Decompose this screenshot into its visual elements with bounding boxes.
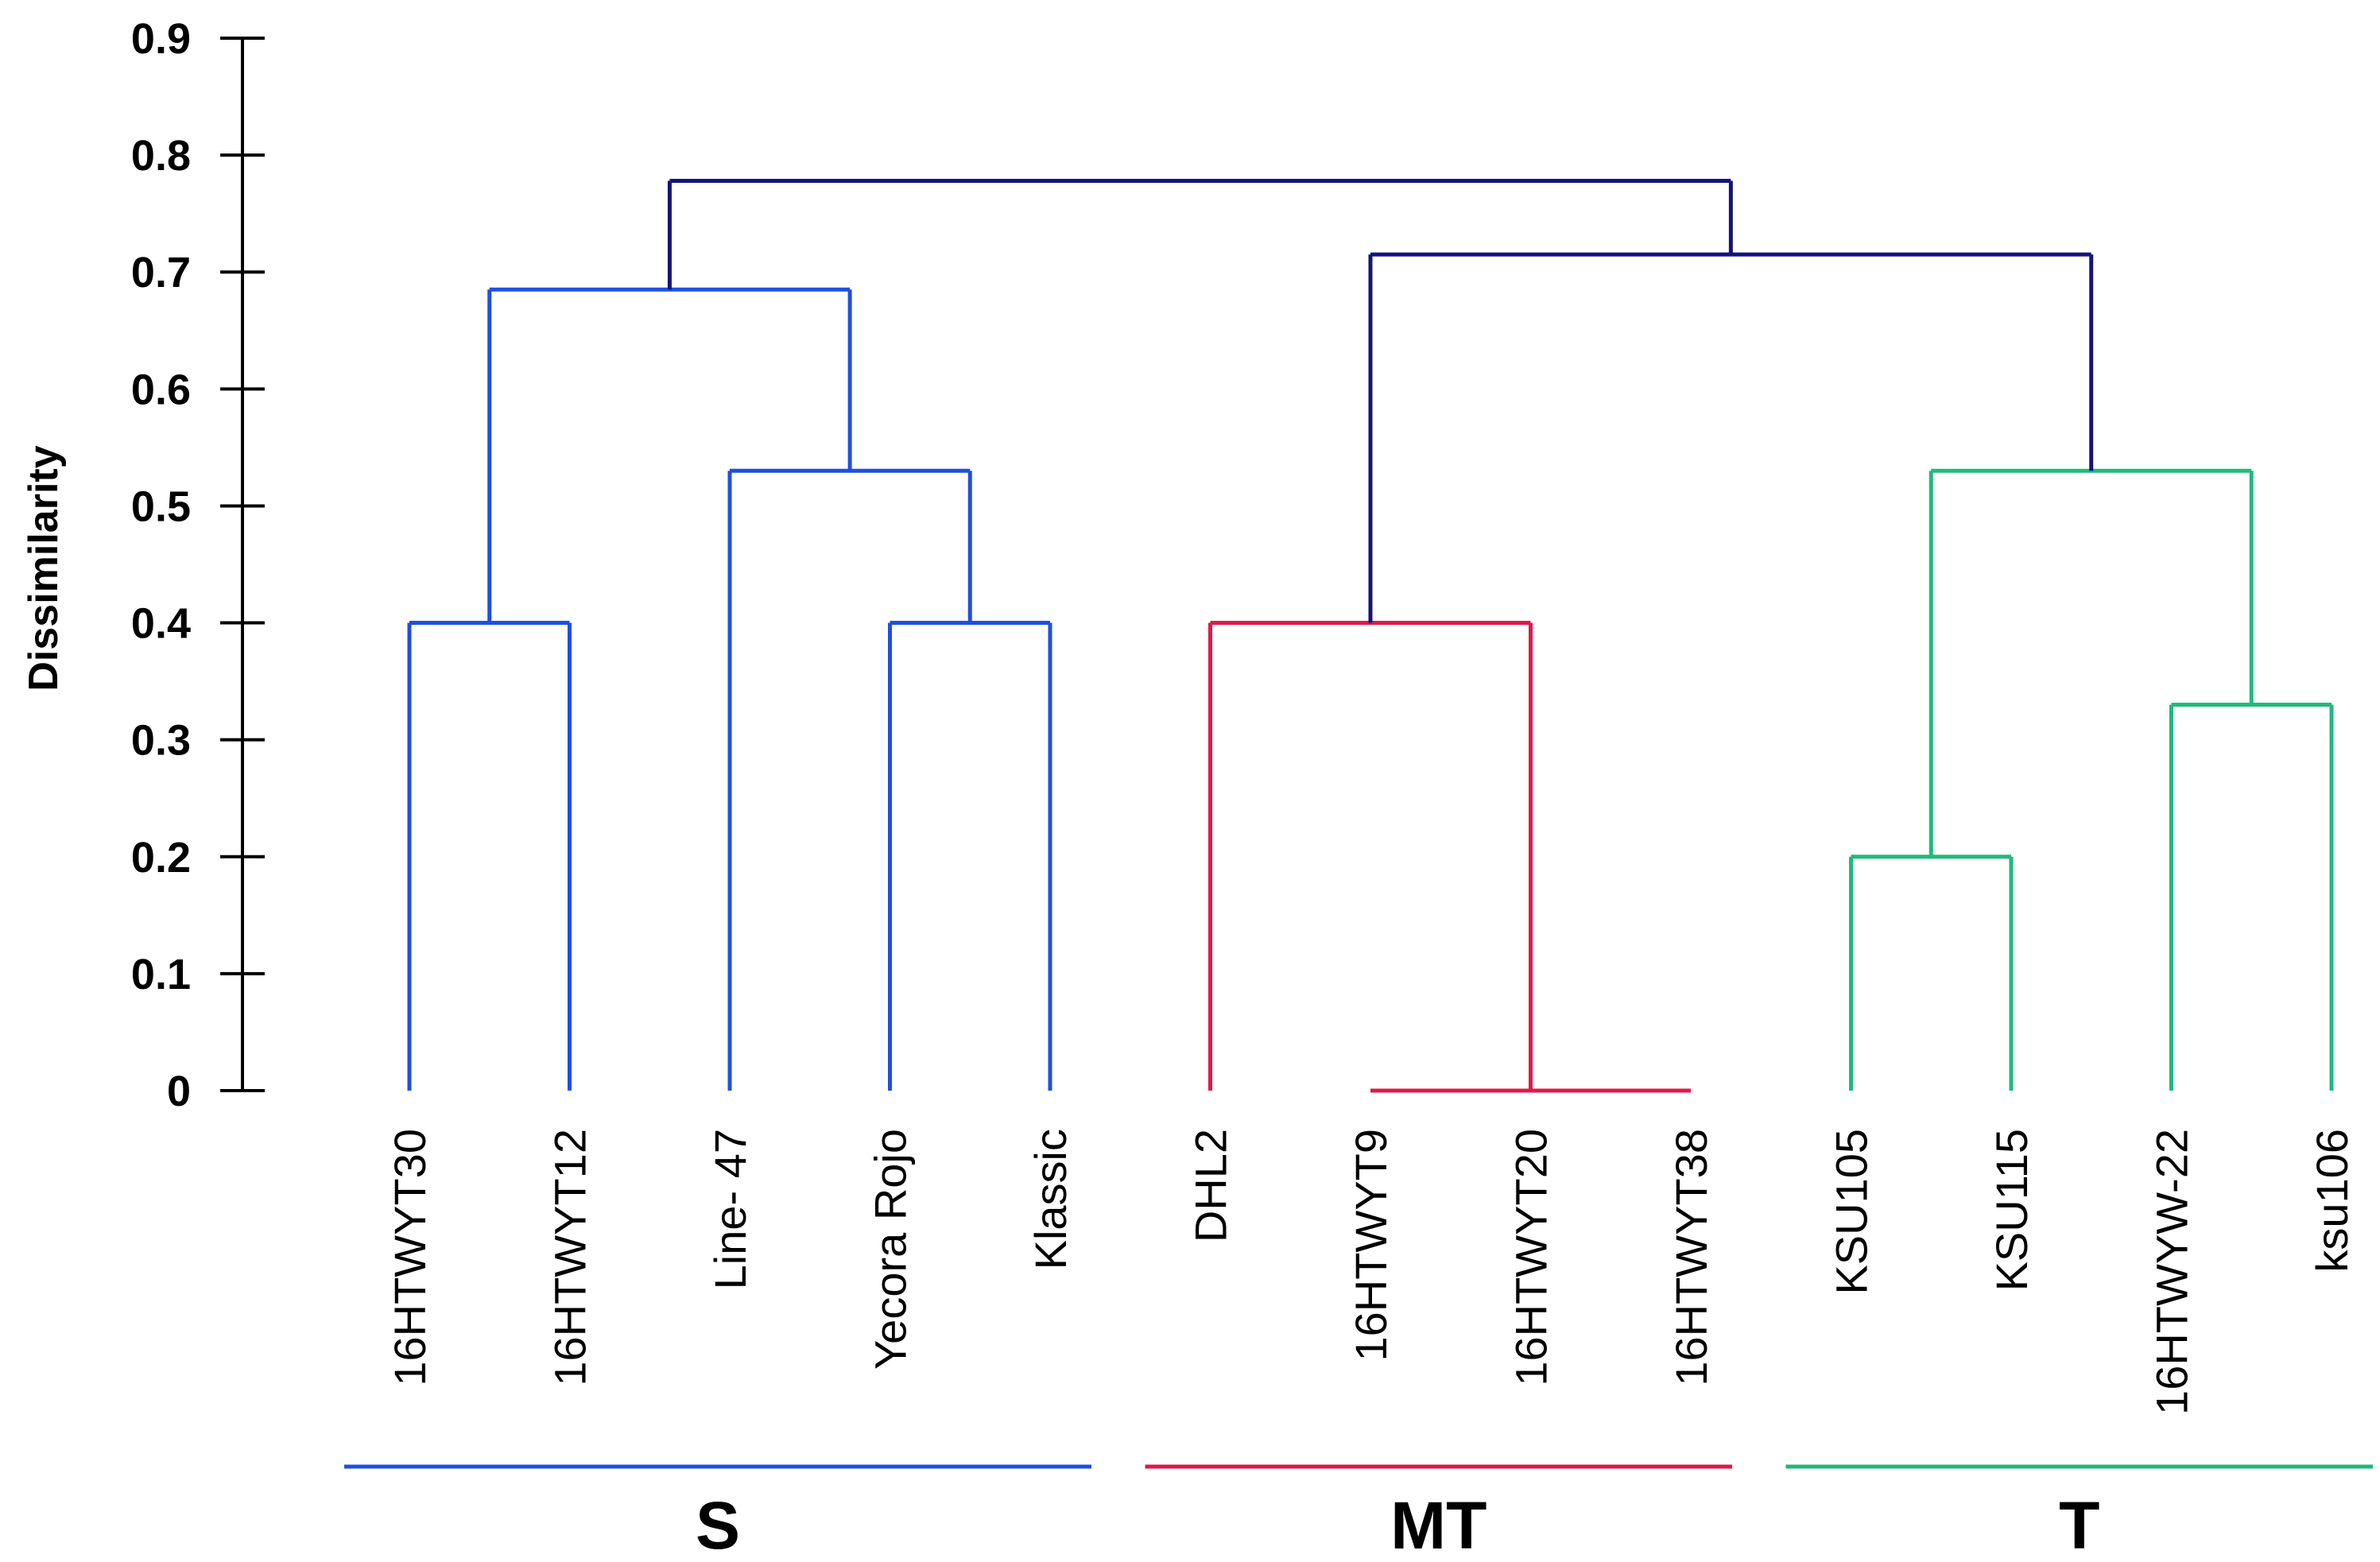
y-axis: 0 0.1 0.2 0.3 0.4 0.5 0.6 0.7 0.8 0.9 <box>131 15 265 1115</box>
leaf-label-klassic: Klassic <box>1025 1129 1076 1269</box>
dendrogram-links <box>407 178 2334 1093</box>
y-axis-title: Dissimilarity <box>21 445 67 691</box>
y-tick-label: 0.6 <box>131 366 191 413</box>
leaf-label-16htwyt9: 16HTWYT9 <box>1346 1129 1396 1362</box>
group-s: S <box>344 1464 1091 1562</box>
y-tick-label: 0 <box>167 1068 191 1115</box>
group-bars: S MT T <box>344 1464 2373 1562</box>
group-mt: MT <box>1145 1464 1732 1562</box>
link-mtt <box>1368 252 2094 623</box>
group-label-t: T <box>2059 1488 2099 1562</box>
leaf-label-16htwyt20: 16HTWYT20 <box>1506 1129 1556 1386</box>
link-s2 <box>888 621 1052 1091</box>
leaf-label-16htwyt12: 16HTWYT12 <box>545 1129 595 1386</box>
group-label-s: S <box>696 1488 740 1562</box>
y-tick-label: 0.5 <box>131 483 191 530</box>
group-t: T <box>1785 1464 2373 1562</box>
y-tick-label: 0.8 <box>131 132 191 180</box>
leaf-label-ksu105: KSU105 <box>1827 1129 1877 1295</box>
y-tick-label: 0.7 <box>131 249 191 297</box>
y-tick-label: 0.3 <box>131 717 191 765</box>
leaf-labels: 16HTWYT30 16HTWYT12 Line- 47 Yecora Rojo Kla… <box>385 1129 2357 1415</box>
link-mt <box>1208 621 1533 1091</box>
leaf-label-line-47: Line- 47 <box>705 1129 755 1289</box>
link-s3 <box>727 468 972 1091</box>
leaf-label-16htwyw-22: 16HTWYW-22 <box>2147 1129 2197 1415</box>
link-s1 <box>407 621 572 1091</box>
link-root <box>667 178 1733 290</box>
leaf-label-dhl2: DHL2 <box>1186 1129 1236 1242</box>
leaf-label-yecora-rojo: Yecora Rojo <box>866 1129 916 1370</box>
leaf-label-ksu115: KSU115 <box>1987 1129 2037 1291</box>
leaf-label-16htwyt30: 16HTWYT30 <box>385 1129 435 1386</box>
link-t1 <box>1849 855 2014 1091</box>
leaf-label-16htwyt38: 16HTWYT38 <box>1666 1129 1716 1386</box>
link-t2 <box>2169 703 2334 1091</box>
y-tick-label: 0.2 <box>131 834 191 882</box>
link-s <box>487 287 852 623</box>
link-t <box>1928 468 2254 857</box>
leaf-label-ksu106: ksu106 <box>2307 1129 2357 1273</box>
y-tick-label: 0.1 <box>131 951 191 998</box>
group-label-mt: MT <box>1390 1488 1487 1562</box>
y-tick-label: 0.9 <box>131 15 191 63</box>
y-tick-label: 0.4 <box>131 600 191 648</box>
